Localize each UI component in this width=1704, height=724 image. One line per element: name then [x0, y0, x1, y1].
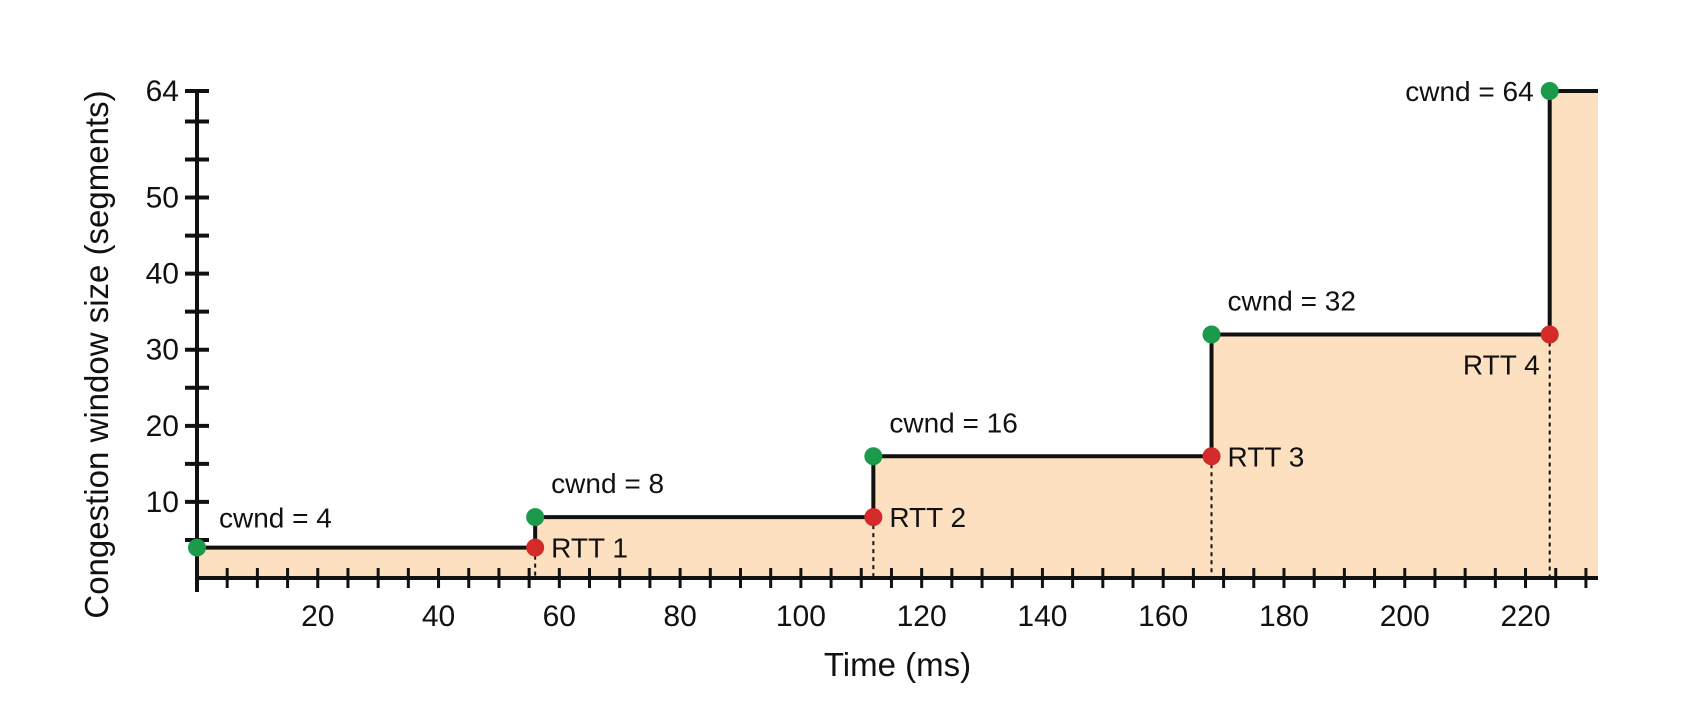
- cwnd-point-3: [864, 447, 883, 466]
- x-tick-label: 140: [1017, 600, 1067, 633]
- x-tick-label: 120: [897, 600, 947, 633]
- rtt-point-4: [1540, 325, 1559, 344]
- cwnd-step-line: [197, 89, 1598, 550]
- axes-layer: 10 20 30 40 50 64 20 40 60 80 100 120 140 160 180 200 22…: [146, 75, 1598, 633]
- labels-layer: cwnd = 4 cwnd = 8 cwnd = 16 cwnd = 32 cwnd =…: [219, 76, 1540, 564]
- y-tick-label: 50: [146, 182, 179, 215]
- x-tick-label: 160: [1138, 600, 1188, 633]
- cwnd-label-2: cwnd = 8: [551, 468, 664, 499]
- area-fill-layer: [197, 91, 1598, 578]
- x-tick-label: 220: [1501, 600, 1551, 633]
- x-tick-label: 100: [776, 600, 826, 633]
- rtt-label-1: RTT 1: [551, 533, 628, 564]
- x-tick-label: 60: [543, 600, 576, 633]
- y-tick-label: 40: [146, 258, 179, 291]
- y-tick-label: 20: [146, 410, 179, 443]
- rtt-label-3: RTT 3: [1228, 441, 1305, 472]
- step-line-layer: [197, 89, 1598, 550]
- rtt-point-2: [864, 508, 883, 527]
- x-tick-label: 20: [301, 600, 334, 633]
- y-tick-label: 64: [146, 75, 179, 108]
- rtt-guide-layer: [534, 334, 1551, 578]
- cwnd-point-1: [188, 538, 206, 557]
- x-tick-label: 200: [1380, 600, 1430, 633]
- area-fill: [197, 91, 1598, 578]
- cwnd-label-3: cwnd = 16: [889, 407, 1017, 438]
- cwnd-label-5: cwnd = 64: [1405, 76, 1533, 107]
- rtt-label-2: RTT 2: [889, 502, 966, 533]
- cwnd-point-4: [1202, 325, 1221, 344]
- cwnd-label-4: cwnd = 32: [1228, 286, 1356, 317]
- cwnd-point-2: [526, 508, 545, 527]
- x-tick-label: 180: [1259, 600, 1309, 633]
- x-axis-title: Time (ms): [824, 646, 971, 683]
- y-tick-label: 10: [146, 486, 179, 519]
- rtt-label-4: RTT 4: [1463, 350, 1540, 381]
- rtt-point-1: [526, 538, 545, 557]
- y-axis-title: Congestion window size (segments): [78, 90, 115, 618]
- points-layer: [188, 82, 1559, 557]
- y-tick-label: 30: [146, 334, 179, 367]
- x-tick-label: 80: [663, 600, 696, 633]
- cwnd-point-5: [1540, 82, 1559, 100]
- cwnd-label-1: cwnd = 4: [219, 503, 332, 534]
- x-tick-label: 40: [422, 600, 455, 633]
- rtt-point-3: [1202, 447, 1221, 466]
